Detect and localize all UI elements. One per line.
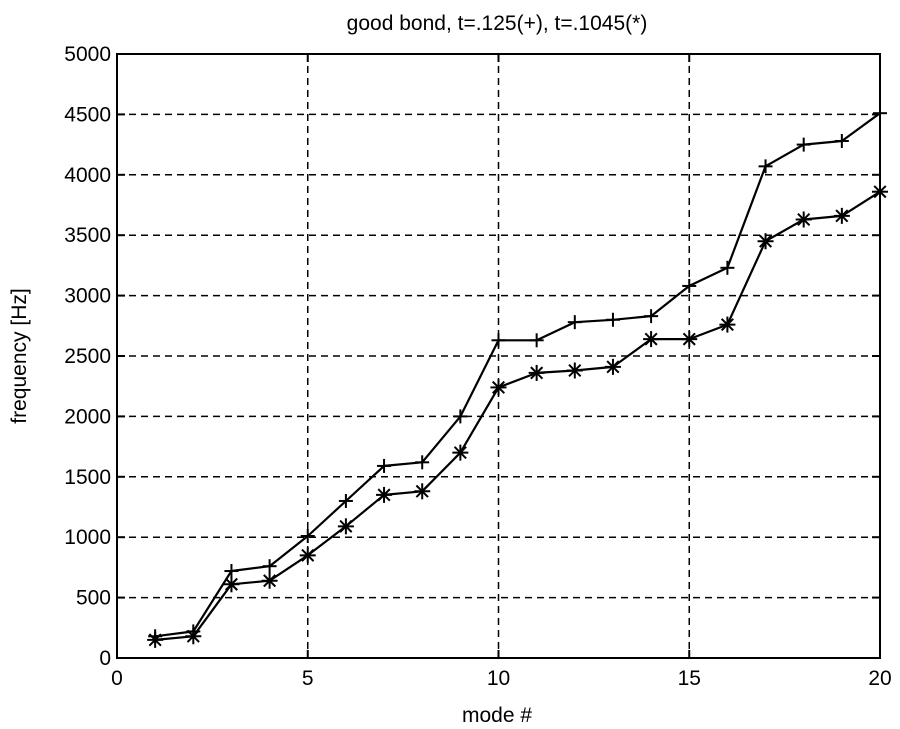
grid <box>117 54 880 658</box>
series-2-point <box>757 233 774 250</box>
x-tick-label: 20 <box>868 667 891 690</box>
series-1-point <box>644 309 659 324</box>
series-2-point <box>452 444 469 461</box>
x-axis-label: mode # <box>462 704 532 727</box>
series-1-point <box>529 333 544 348</box>
y-tick-label: 3000 <box>64 285 111 308</box>
series-2-point <box>604 358 621 375</box>
series-2-point <box>833 207 850 224</box>
y-tick-label: 500 <box>76 587 111 610</box>
series-2-point <box>566 362 583 379</box>
series-2-point <box>719 316 736 333</box>
x-tick-label: 5 <box>302 667 314 690</box>
ticks: 0 5 10 15 20 0 500 1000 1500 2000 2500 3000 3500 4000… <box>64 43 891 690</box>
x-tick-label: 15 <box>678 667 701 690</box>
series-1-line <box>155 112 881 638</box>
series-1-point <box>758 159 773 174</box>
series-1-point <box>262 559 277 574</box>
series-2-point <box>147 631 164 648</box>
y-tick-label: 4000 <box>64 164 111 187</box>
series-2-point <box>185 628 202 645</box>
series-2-point <box>261 572 278 589</box>
series-2-point <box>337 518 354 535</box>
series-2-point <box>490 379 507 396</box>
series-2-point <box>376 486 393 503</box>
series-1-point <box>377 458 392 473</box>
series-1-point <box>605 312 620 327</box>
y-tick-label: 1500 <box>64 466 111 489</box>
series-1-point <box>796 137 811 152</box>
y-tick-label: 2500 <box>64 345 111 368</box>
series-1-point <box>682 278 697 293</box>
series-2-point <box>299 547 316 564</box>
series-2-point <box>681 331 698 348</box>
y-tick-label: 1000 <box>64 526 111 549</box>
y-tick-label: 3500 <box>64 224 111 247</box>
x-tick-label: 10 <box>487 667 510 690</box>
y-tick-label: 0 <box>99 647 111 670</box>
y-axis-label: frequency [Hz] <box>8 288 31 423</box>
y-tick-label: 2000 <box>64 405 111 428</box>
series-layer <box>147 106 888 648</box>
series-1-point <box>491 333 506 348</box>
x-tick-label: 0 <box>111 667 123 690</box>
chart-title: good bond, t=.125(+), t=.1045(*) <box>347 12 648 35</box>
y-tick-label: 5000 <box>64 43 111 66</box>
series-1-point <box>224 564 239 579</box>
series-1-point <box>567 315 582 330</box>
series-1-point <box>338 493 353 508</box>
series-2-point <box>643 331 660 348</box>
series-2-line <box>155 190 881 641</box>
series-2-point <box>795 211 812 228</box>
series-1-point <box>834 133 849 148</box>
series-1-point <box>300 528 315 543</box>
series-2-point <box>414 483 431 500</box>
series-1-point <box>720 260 735 275</box>
series-2-point <box>528 364 545 381</box>
series-2-point <box>223 576 240 593</box>
series-1-point <box>415 455 430 470</box>
series-1-point <box>453 409 468 424</box>
y-tick-label: 4500 <box>64 103 111 126</box>
